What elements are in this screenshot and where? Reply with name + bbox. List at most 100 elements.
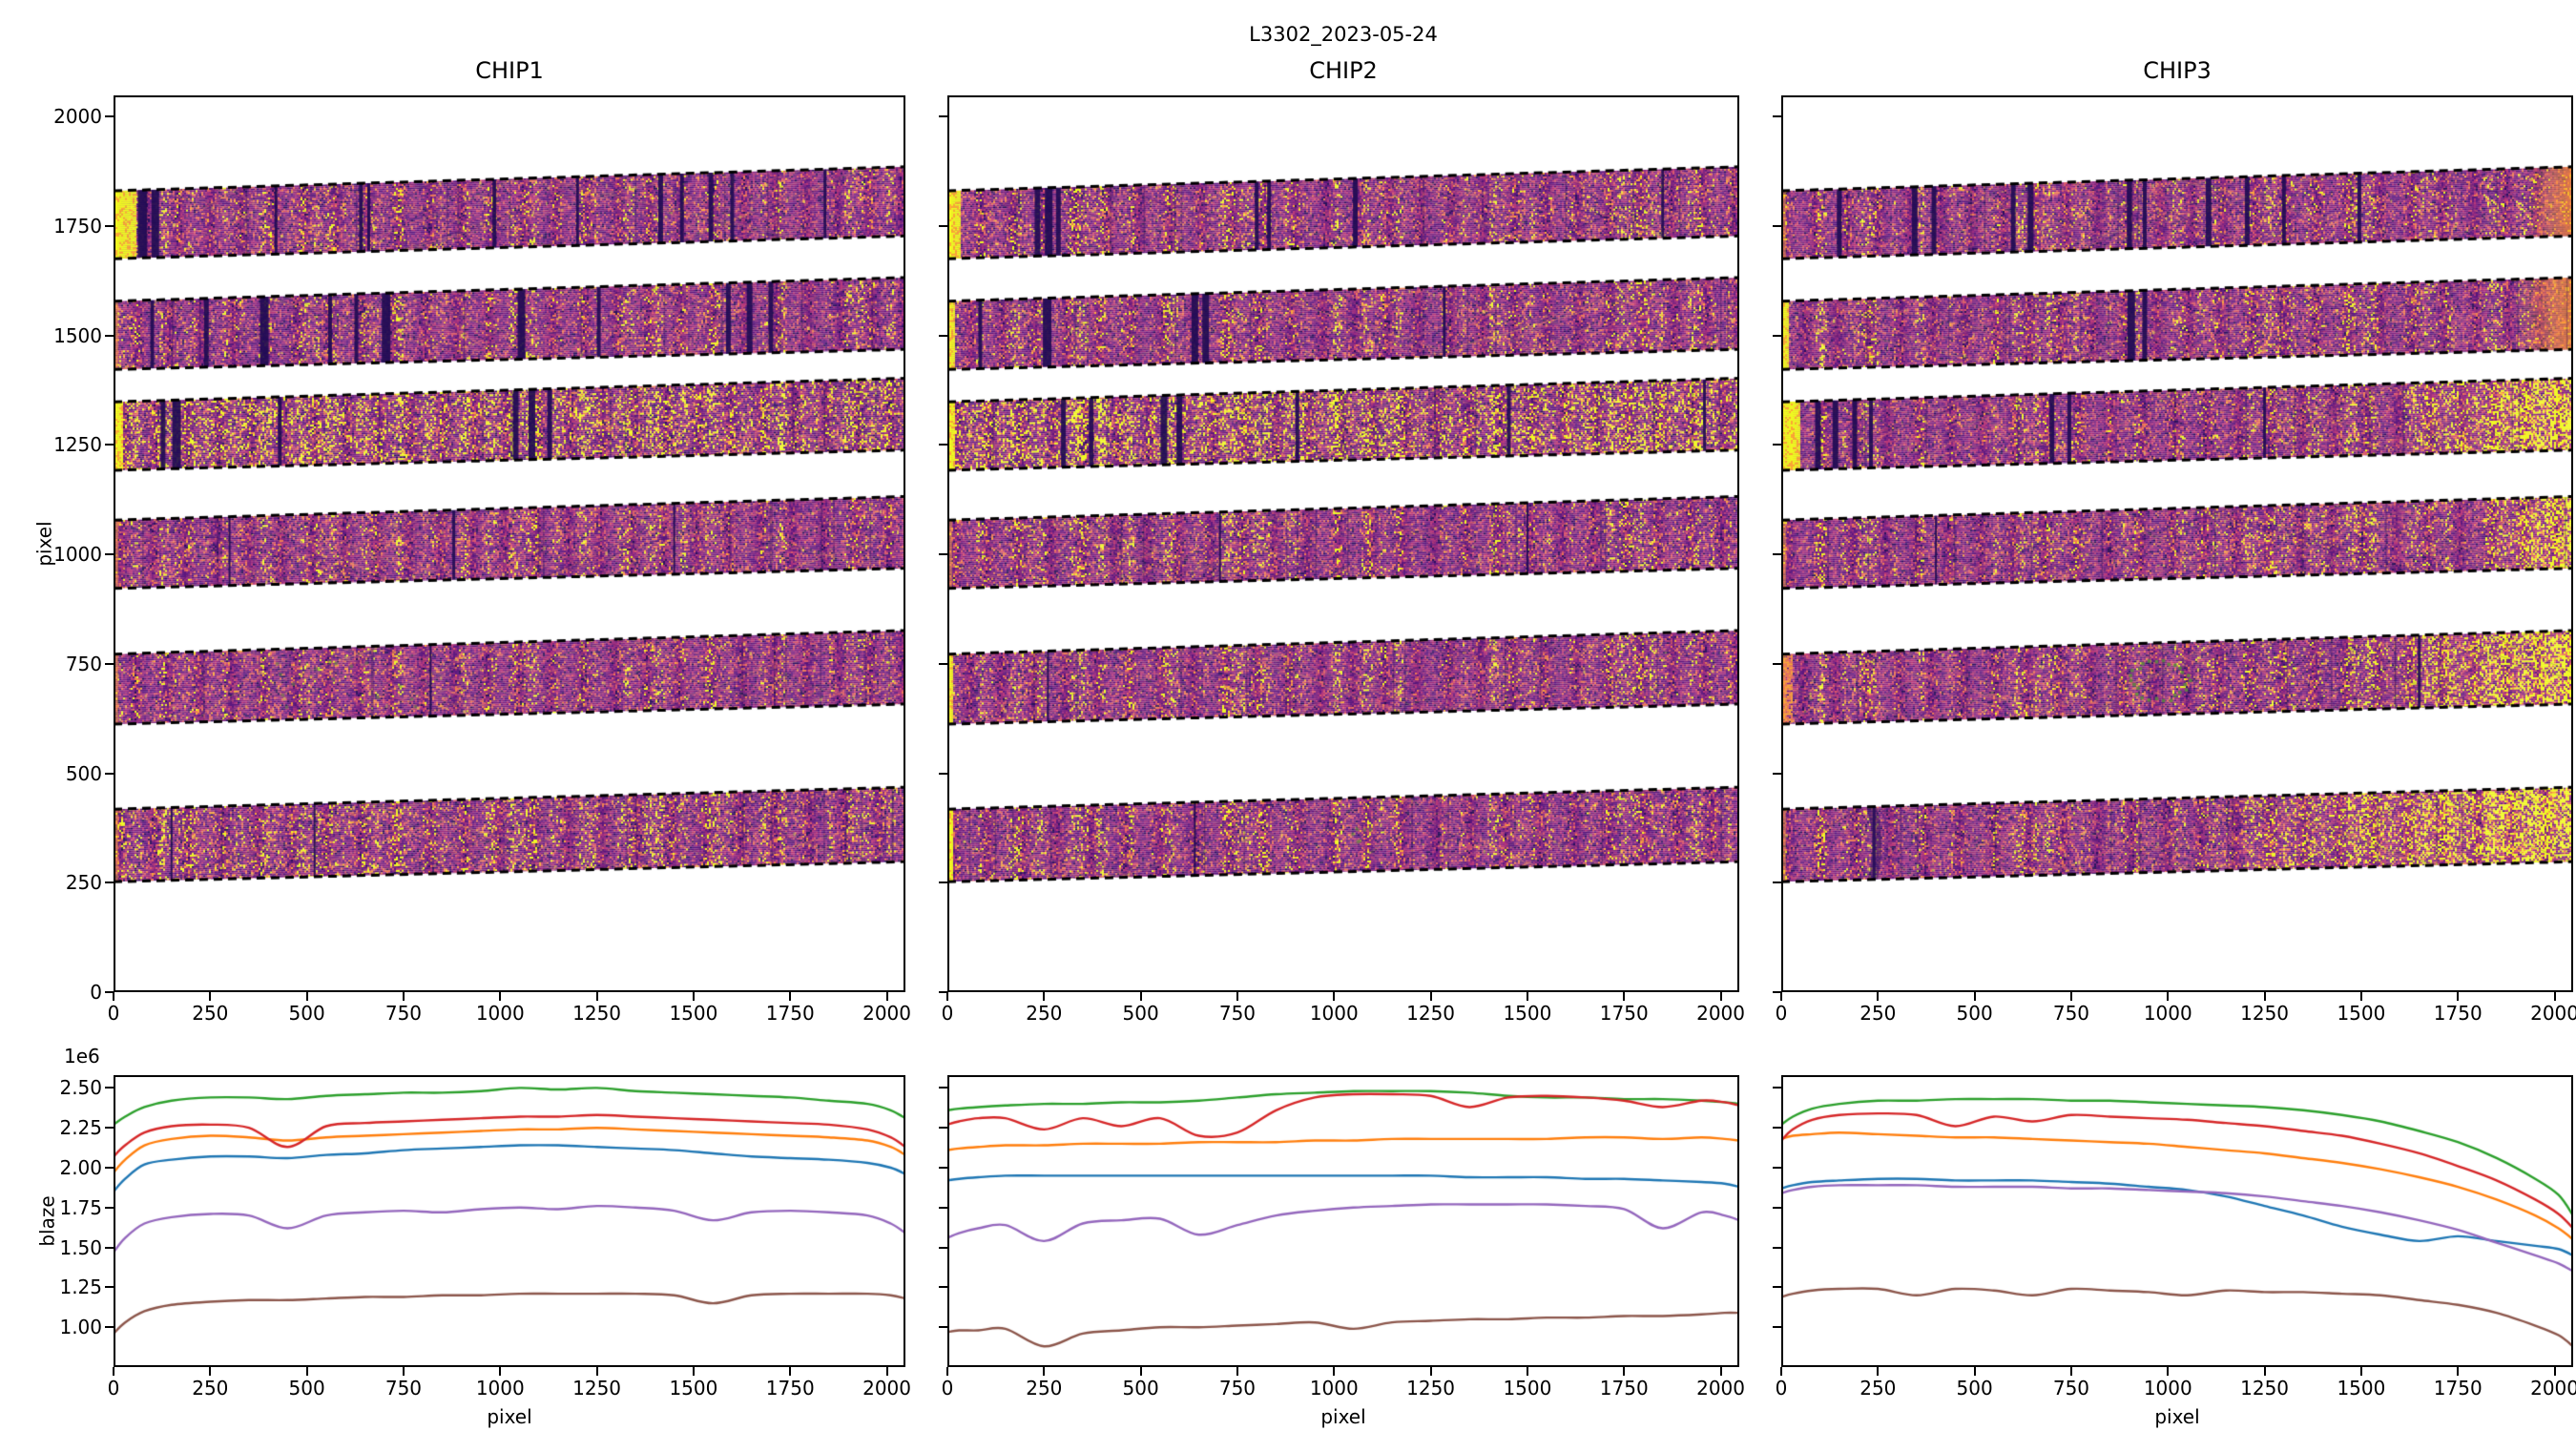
chip3-blaze-subplot: pixel 0 250 500 750 1000 1250 1500 1750 2000	[1773, 1075, 2576, 1428]
y-tick-mark	[1773, 115, 1781, 118]
x-tick-label: 250	[192, 1002, 229, 1025]
chip3-title: CHIP3	[2143, 57, 2212, 84]
x-tick-mark	[1623, 992, 1626, 1001]
x-tick-mark	[946, 992, 948, 1001]
x-tick-label: 500	[1956, 1002, 1993, 1025]
y-tick-mark	[939, 1326, 947, 1329]
chip3-spectral-orders-canvas	[1781, 95, 2573, 992]
x-tick-label: 0	[107, 1377, 120, 1400]
chip2-title: CHIP2	[1309, 57, 1378, 84]
x-tick-mark	[1526, 1367, 1528, 1376]
x-tick-label: 2000	[2530, 1377, 2576, 1400]
x-tick-label: 250	[1859, 1377, 1897, 1400]
x-tick-label: 250	[1859, 1002, 1897, 1025]
y-tick-mark	[939, 1087, 947, 1089]
x-tick-mark	[1139, 1367, 1142, 1376]
x-tick-mark	[2553, 1367, 2556, 1376]
y-tick-label: 0	[90, 981, 102, 1004]
x-tick-mark	[2457, 1367, 2460, 1376]
x-tick-label: 1500	[2337, 1377, 2386, 1400]
x-tick-mark	[1333, 992, 1336, 1001]
y-tick-mark	[1773, 1127, 1781, 1130]
chip3-image-subplot: CHIP3 0 250 500 750 1000 1250 1500 1750 2000	[1773, 57, 2576, 1025]
x-tick-label: 1250	[2240, 1377, 2290, 1400]
x-tick-label: 750	[1218, 1377, 1257, 1400]
pixel-x-axis-label: pixel	[487, 1405, 532, 1428]
x-tick-label: 250	[1026, 1377, 1063, 1400]
y-tick-label: 1250	[53, 433, 102, 457]
y-tick-mark	[1773, 662, 1781, 665]
x-tick-mark	[1780, 1367, 1782, 1376]
y-tick-label: 1.00	[59, 1316, 102, 1339]
x-tick-label: 1500	[2337, 1002, 2386, 1025]
y-tick-mark	[1773, 1166, 1781, 1169]
x-tick-mark	[2457, 992, 2460, 1001]
y-tick-mark	[1773, 772, 1781, 775]
y-tick-mark	[939, 334, 947, 337]
x-tick-mark	[885, 992, 888, 1001]
x-tick-mark	[1043, 1367, 1046, 1376]
y-tick-mark	[939, 1206, 947, 1209]
x-tick-mark	[2069, 1367, 2072, 1376]
x-tick-label: 1250	[2240, 1002, 2290, 1025]
x-tick-label: 500	[288, 1002, 325, 1025]
y-tick-label: 1.25	[59, 1275, 102, 1299]
x-tick-label: 500	[1122, 1002, 1159, 1025]
x-tick-mark	[1429, 1367, 1432, 1376]
y-tick-mark	[1773, 444, 1781, 446]
x-tick-mark	[209, 1367, 212, 1376]
y-tick-label: 2.00	[59, 1155, 102, 1179]
y-tick-mark	[939, 553, 947, 556]
y-tick-mark	[105, 224, 114, 227]
x-tick-label: 750	[2052, 1002, 2090, 1025]
x-tick-mark	[789, 992, 792, 1001]
y-tick-label: 2.50	[59, 1076, 102, 1100]
y-tick-mark	[105, 334, 114, 337]
x-tick-mark	[2167, 1367, 2170, 1376]
x-tick-label: 0	[941, 1377, 954, 1400]
x-tick-mark	[2359, 1367, 2362, 1376]
x-tick-label: 500	[1122, 1377, 1159, 1400]
x-tick-label: 750	[1218, 1002, 1257, 1025]
x-tick-mark	[1973, 1367, 1976, 1376]
x-tick-label: 1000	[475, 1002, 525, 1025]
x-tick-mark	[2167, 992, 2170, 1001]
y-tick-label: 2.25	[59, 1116, 102, 1140]
y-tick-mark	[939, 772, 947, 775]
chip1-title: CHIP1	[475, 57, 544, 84]
chip1-blaze-canvas	[114, 1075, 905, 1367]
x-tick-mark	[113, 992, 114, 1001]
x-tick-mark	[1139, 992, 1142, 1001]
y-tick-mark	[1773, 1326, 1781, 1329]
y-tick-mark	[105, 553, 114, 556]
y-tick-mark	[1773, 1206, 1781, 1209]
x-tick-mark	[499, 1367, 502, 1376]
y-tick-mark	[939, 881, 947, 884]
x-tick-mark	[1526, 992, 1528, 1001]
x-tick-mark	[2263, 992, 2266, 1001]
x-tick-label: 0	[1775, 1377, 1788, 1400]
chip2-blaze-subplot: pixel 0 250 500 750 1000 1250 1500 1750 2000	[939, 1075, 1745, 1428]
y-tick-label: 250	[65, 871, 102, 895]
y-tick-mark	[939, 662, 947, 665]
y-tick-mark	[1773, 334, 1781, 337]
x-tick-label: 0	[941, 1002, 954, 1025]
x-tick-label: 500	[1956, 1377, 1993, 1400]
y-tick-mark	[105, 662, 114, 665]
y-tick-label: 750	[65, 652, 102, 675]
x-tick-mark	[1623, 1367, 1626, 1376]
y-tick-mark	[939, 991, 947, 993]
y-tick-mark	[105, 1206, 114, 1209]
x-tick-label: 1250	[1406, 1377, 1456, 1400]
pixel-x-axis-label: pixel	[2154, 1405, 2200, 1428]
chip2-image-subplot: CHIP2 0 250 500 750 1000 1250 1500 1750 2000	[939, 57, 1745, 1025]
x-tick-label: 1500	[669, 1002, 718, 1025]
chip3-blaze-canvas	[1781, 1075, 2573, 1367]
y-axis-offset-text: 1e6	[64, 1045, 100, 1068]
x-tick-label: 1750	[1599, 1377, 1649, 1400]
x-tick-mark	[692, 1367, 695, 1376]
x-tick-mark	[209, 992, 212, 1001]
x-tick-mark	[1333, 1367, 1336, 1376]
y-tick-mark	[939, 1166, 947, 1169]
